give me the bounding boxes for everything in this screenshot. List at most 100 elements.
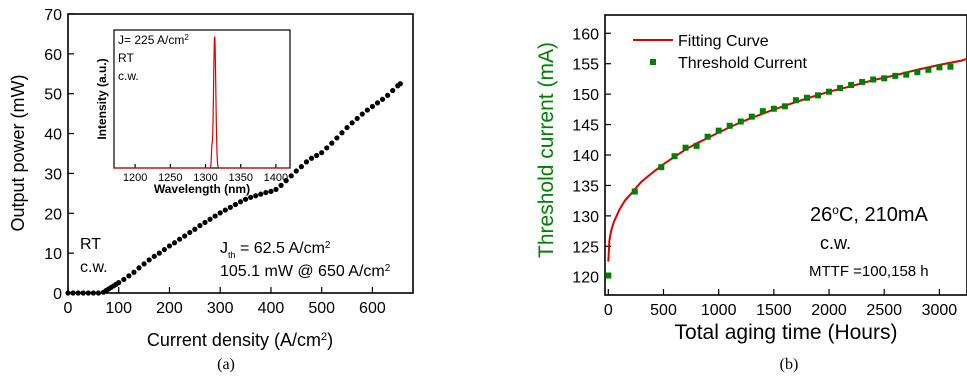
inset-x-tick-label: 1400 [264, 172, 288, 184]
panel-a-data-point [354, 115, 360, 122]
threshold-current-point [903, 71, 910, 78]
panel-a-data-point [80, 290, 86, 296]
panel-a-data-point [141, 261, 147, 267]
panel-a-data-point [237, 199, 244, 205]
threshold-current-point [781, 103, 788, 110]
panel-b-x-tick-label: 500 [650, 302, 677, 319]
threshold-current-point [759, 108, 766, 115]
panel-a-data-point [364, 107, 370, 113]
panel-a-data-point [232, 201, 239, 208]
panel-a-data-point [207, 216, 213, 222]
panel-a-data-point [70, 290, 76, 296]
panel-a-data-point [182, 233, 188, 239]
panel-a-inset-spectrum: 1200 1250 1300 1350 1400 J= 225 A/cm2 RT c.w… [95, 29, 291, 196]
panel-a-data-point [339, 130, 345, 136]
inset-x-tick-label: 1300 [193, 172, 217, 184]
panel-a-data-point [192, 226, 198, 232]
panel-a-data-point [242, 196, 249, 202]
panel-b-y-ticks: 120 125 130 135 140 145 150 155 160 [572, 26, 611, 287]
panel-a-data-point [273, 186, 279, 192]
threshold-current-point [726, 122, 733, 129]
threshold-current-point [693, 142, 700, 149]
panel-a-y-tick-label: 0 [53, 286, 62, 303]
threshold-current-point [914, 69, 921, 76]
panel-a-data-point [397, 81, 403, 87]
panel-b-legend: Fitting Curve Threshold Current [633, 33, 808, 72]
panel-a-data-point [146, 257, 152, 263]
panel-b-x-axis-label: Total aging time (Hours) [675, 321, 898, 344]
panel-a-data-point [258, 191, 264, 197]
panel-b-x-tick-label: 3000 [922, 302, 958, 319]
panel-a-data-point [344, 124, 350, 131]
panel-b-threshold-aging: 0 500 1000 1500 2000 2500 3000 120 125 130 135 140… [535, 14, 967, 373]
panel-a-data-point [171, 240, 178, 246]
panel-b-temperature-current-label: 26oC, 210mA [810, 203, 929, 226]
inset-x-tick-label: 1350 [228, 172, 252, 184]
panel-b-y-tick-label: 150 [572, 87, 599, 104]
panel-a-data-point [293, 168, 299, 174]
panel-a-max-power-annotation: 105.1 mW @ 650 A/cm2 [220, 263, 391, 281]
threshold-current-point [671, 153, 678, 160]
panel-a-data-point [202, 219, 208, 226]
panel-a-y-tick-label: 30 [44, 166, 62, 183]
panel-a-data-point [319, 150, 325, 156]
panel-a-data-point [177, 236, 183, 242]
panel-a-data-point [263, 189, 269, 196]
panel-a-cw-label: c.w. [80, 259, 108, 276]
panel-a-data-points [65, 81, 403, 296]
threshold-current-point [704, 133, 711, 140]
inset-x-ticks: 1200 1250 1300 1350 1400 [123, 164, 288, 184]
panel-a-data-point [116, 280, 122, 286]
panel-b-caption: (b) [780, 356, 799, 373]
threshold-current-point [925, 66, 932, 73]
panel-a-data-point [197, 223, 203, 229]
panel-a-data-point [379, 96, 386, 102]
panel-b-x-tick-label: 1000 [701, 302, 737, 319]
inset-x-tick-label: 1250 [158, 172, 182, 184]
panel-a-data-point [126, 273, 132, 279]
legend-threshold-current-label: Threshold Current [678, 55, 808, 72]
panel-a-threshold-annotation: Jth = 62.5 A/cm2 [220, 240, 331, 261]
panel-a-data-point [369, 103, 376, 110]
panel-b-y-tick-label: 160 [572, 26, 599, 43]
panel-a-data-point [75, 290, 81, 296]
panel-b-y-tick-label: 125 [572, 239, 599, 256]
panel-a-y-tick-label: 50 [44, 87, 62, 104]
panel-a-data-point [217, 210, 223, 216]
threshold-current-point [870, 76, 877, 83]
panel-a-data-point [359, 111, 365, 117]
panel-b-x-tick-label: 2500 [866, 302, 902, 319]
threshold-current-point [770, 105, 777, 112]
inset-cw-label: c.w. [118, 69, 139, 83]
panel-a-data-point [288, 173, 294, 179]
inset-current-density-label: J= 225 A/cm2 [118, 33, 189, 48]
panel-a-data-point [268, 188, 274, 194]
panel-a-data-point [131, 269, 137, 275]
panel-a-data-point [85, 290, 91, 296]
panel-a-data-point [278, 182, 284, 188]
panel-a-data-point [314, 152, 320, 159]
inset-rt-label: RT [118, 51, 134, 65]
panel-a-data-point [298, 164, 304, 170]
threshold-current-point [837, 85, 844, 92]
panel-a-data-point [374, 100, 381, 106]
panel-b-y-tick-label: 155 [572, 57, 599, 74]
threshold-current-point [682, 144, 689, 151]
panel-a-data-point [212, 213, 218, 219]
threshold-current-point [792, 97, 799, 104]
inset-y-axis-label: Intensity (a.u.) [95, 58, 109, 139]
panel-a-data-point [390, 87, 396, 94]
panel-a-data-point [308, 155, 315, 161]
panel-b-x-tick-label: 1500 [756, 302, 792, 319]
panel-a-data-point [161, 246, 167, 253]
panel-a-data-point [349, 120, 355, 126]
panel-a-data-point [90, 290, 96, 296]
threshold-current-point [859, 78, 866, 85]
inset-spectrum-line [114, 36, 290, 169]
panel-a-y-axis-label: Output power (mW) [8, 74, 28, 231]
panel-b-x-tick-label: 0 [604, 302, 613, 319]
panel-a-y-tick-label: 60 [44, 47, 62, 64]
threshold-current-point [803, 94, 810, 101]
panel-a-data-point [227, 204, 233, 210]
